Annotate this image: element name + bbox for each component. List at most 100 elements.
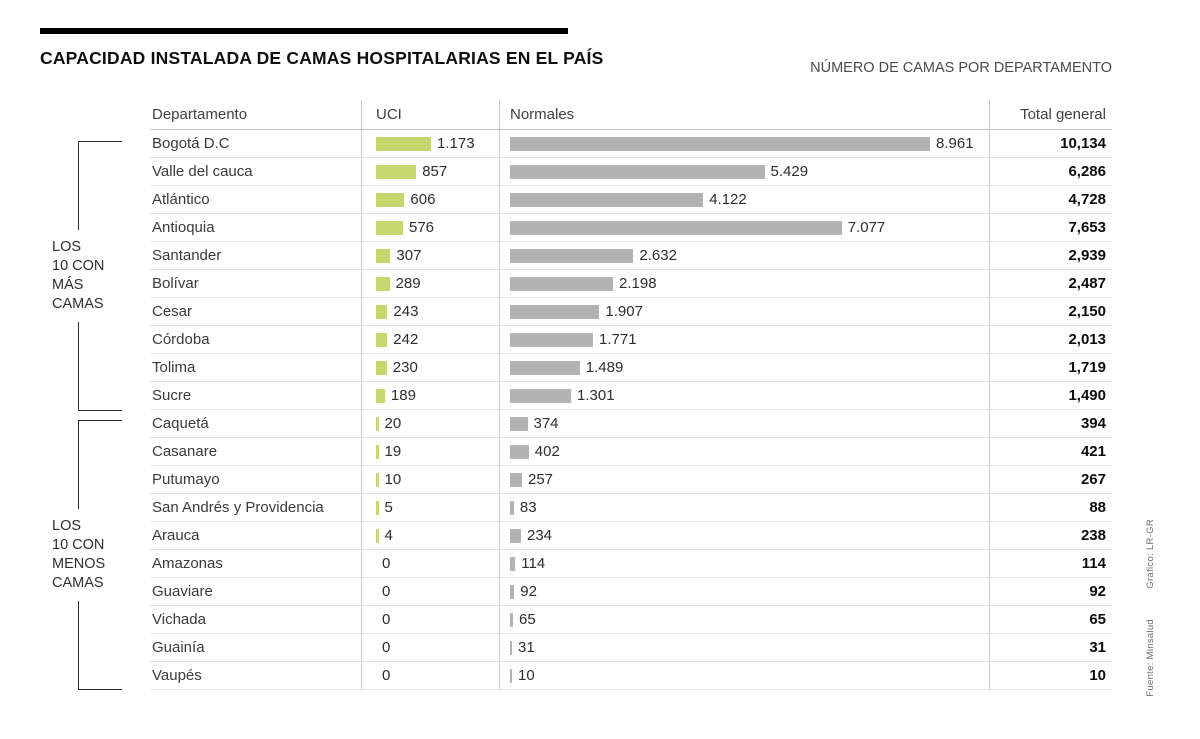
department-name: Tolima (150, 354, 362, 381)
table-row: Putumayo 10 257 267 (150, 466, 1112, 494)
table-row: San Andrés y Providencia 5 83 88 (150, 494, 1112, 522)
normales-value: 2.198 (619, 275, 657, 292)
department-name: Córdoba (150, 326, 362, 353)
uci-bar (376, 416, 379, 431)
normales-value: 83 (519, 499, 537, 516)
normales-bar (510, 360, 580, 375)
normales-bar (510, 500, 514, 515)
normales-cell: 10 (500, 662, 990, 689)
table-row: Caquetá 20 374 394 (150, 410, 1112, 438)
normales-cell: 8.961 (500, 130, 990, 157)
normales-value: 7.077 (847, 219, 886, 236)
group-label-line: CAMAS (52, 575, 104, 591)
total-value: 2,150 (1068, 303, 1106, 320)
normales-bar (510, 528, 521, 543)
total-value: 421 (1080, 443, 1106, 460)
normales-value: 257 (528, 471, 554, 488)
normales-bar (510, 612, 513, 627)
department-name: Guaviare (150, 578, 362, 605)
uci-bar (376, 388, 385, 403)
department-name: San Andrés y Providencia (150, 494, 362, 521)
bracket-top10-most: LOS 10 CON MÁS CAMAS (52, 141, 122, 411)
uci-cell: 289 (362, 270, 500, 297)
table-row: Santander 307 2.632 2,939 (150, 242, 1112, 270)
normales-cell: 1.301 (500, 382, 990, 409)
table-body: Bogotá D.C 1.173 8.961 10,134 Valle del cauc… (150, 130, 1112, 690)
group-label-line: 10 CON (52, 537, 105, 553)
uci-value: 857 (422, 163, 448, 180)
normales-bar (510, 276, 613, 291)
table-row: Guaviare 0 92 92 (150, 578, 1112, 606)
uci-cell: 242 (362, 326, 500, 353)
uci-value: 0 (382, 583, 391, 600)
uci-value: 189 (390, 387, 416, 404)
total-value: 4,728 (1068, 191, 1106, 208)
department-name: Atlántico (150, 186, 362, 213)
uci-bar (376, 220, 403, 235)
uci-cell: 243 (362, 298, 500, 325)
uci-bar (376, 360, 387, 375)
normales-cell: 5.429 (500, 158, 990, 185)
normales-cell: 234 (500, 522, 990, 549)
col-header-departamento: Departamento (150, 100, 362, 129)
uci-bar (376, 332, 388, 347)
total-value: 7,653 (1068, 219, 1106, 236)
table-row: Valle del cauca 857 5.429 6,286 (150, 158, 1112, 186)
uci-value: 576 (409, 219, 435, 236)
table-row: Vichada 0 65 65 (150, 606, 1112, 634)
total-value: 6,286 (1068, 163, 1106, 180)
uci-cell: 189 (362, 382, 500, 409)
uci-cell: 4 (362, 522, 500, 549)
total-value: 238 (1080, 527, 1106, 544)
normales-value: 10 (518, 667, 535, 684)
uci-value: 19 (384, 443, 402, 460)
uci-value: 242 (393, 331, 419, 348)
bracket-top10-least: LOS 10 CON MENOS CAMAS (52, 420, 122, 690)
uci-bar (376, 136, 431, 151)
normales-value: 402 (534, 443, 560, 460)
uci-value: 0 (382, 555, 391, 572)
department-name: Bolívar (150, 270, 362, 297)
uci-cell: 0 (362, 662, 500, 689)
uci-bar (376, 500, 379, 515)
department-name: Caquetá (150, 410, 362, 437)
uci-cell: 19 (362, 438, 500, 465)
total-value: 88 (1089, 499, 1106, 516)
total-value: 267 (1080, 471, 1106, 488)
total-value: 92 (1089, 583, 1106, 600)
total-value: 10,134 (1060, 135, 1106, 152)
group-label-line: 10 CON (52, 258, 105, 274)
table-row: Vaupés 0 10 10 (150, 662, 1112, 690)
normales-value: 31 (518, 639, 535, 656)
col-header-total: Total general (1020, 106, 1106, 123)
normales-cell: 1.489 (500, 354, 990, 381)
total-value: 394 (1080, 415, 1106, 432)
uci-value: 1.173 (437, 135, 475, 152)
page-title: CAPACIDAD INSTALADA DE CAMAS HOSPITALARI… (40, 48, 604, 68)
total-value: 2,487 (1068, 275, 1106, 292)
table-row: Bogotá D.C 1.173 8.961 10,134 (150, 130, 1112, 158)
normales-bar (510, 556, 516, 571)
table-row: Sucre 189 1.301 1,490 (150, 382, 1112, 410)
normales-value: 2.632 (639, 247, 677, 264)
uci-value: 230 (392, 359, 418, 376)
group-label-most: LOS 10 CON MÁS CAMAS (52, 230, 114, 322)
table-row: Atlántico 606 4.122 4,728 (150, 186, 1112, 214)
department-name: Casanare (150, 438, 362, 465)
department-name: Bogotá D.C (150, 130, 362, 157)
credit-grafico: Gráfico: LR-GR (1145, 519, 1156, 589)
normales-cell: 83 (500, 494, 990, 521)
uci-bar (376, 164, 417, 179)
credit-fuente: Fuente: Minsalud (1145, 619, 1156, 697)
department-name: Putumayo (150, 466, 362, 493)
department-name: Santander (150, 242, 362, 269)
normales-value: 234 (527, 527, 553, 544)
total-value: 1,719 (1068, 359, 1106, 376)
table-row: Córdoba 242 1.771 2,013 (150, 326, 1112, 354)
uci-cell: 606 (362, 186, 500, 213)
uci-value: 289 (395, 275, 421, 292)
normales-bar (510, 472, 522, 487)
uci-value: 606 (410, 191, 436, 208)
normales-cell: 2.198 (500, 270, 990, 297)
